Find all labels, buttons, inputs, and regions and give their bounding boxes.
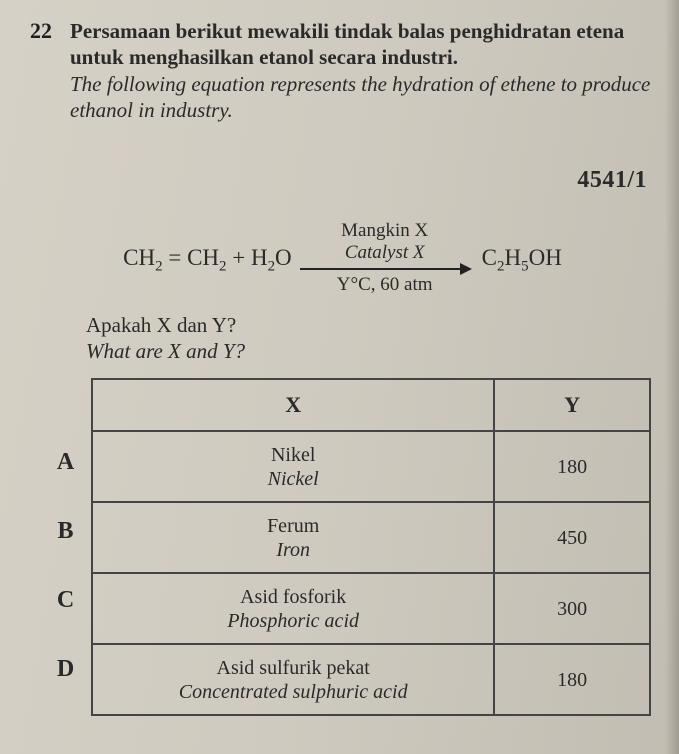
question-text-ms: Persamaan berikut mewakili tindak balas …	[70, 19, 624, 69]
exam-page: 22 Persamaan berikut mewakili tindak bal…	[0, 0, 679, 754]
cell-x-a-en: Nickel	[268, 468, 319, 490]
cell-x-c-en: Phosphoric acid	[227, 610, 359, 632]
cell-x-b-ms: Ferum	[267, 515, 319, 537]
answers-table: X Y Nikel Nickel 180 Ferum Iron	[91, 378, 651, 716]
table-row: Ferum Iron 450	[92, 502, 650, 573]
cell-x-a-ms: Nikel	[271, 444, 315, 466]
table-row: Asid sulfurik pekat Concentrated sulphur…	[92, 644, 650, 715]
cell-x-b: Ferum Iron	[92, 502, 494, 573]
equation: CH2 = CH2 + H2O Mangkin X Catalyst X Y°C…	[34, 220, 651, 296]
catalyst-label-ms: Mangkin X	[341, 220, 428, 241]
cell-x-b-en: Iron	[276, 539, 310, 561]
catalyst-label-en: Catalyst X	[345, 242, 425, 263]
table-header-row: X Y	[92, 379, 650, 431]
label-spacer	[40, 378, 91, 428]
option-label-a: A	[40, 428, 91, 497]
header-x: X	[92, 379, 494, 431]
option-label-c: C	[40, 566, 91, 635]
option-label-d: D	[40, 635, 91, 704]
subquestion-ms: Apakah X dan Y?	[86, 313, 236, 337]
arrow-label-top: Mangkin X Catalyst X	[341, 220, 428, 264]
option-label-b: B	[40, 497, 91, 566]
paper-code: 4541/1	[34, 167, 647, 194]
cell-x-c-ms: Asid fosforik	[240, 586, 346, 608]
answer-zone: A B C D X Y Nikel Nickel 180	[40, 378, 651, 716]
table-row: Nikel Nickel 180	[92, 431, 650, 502]
header-y: Y	[494, 379, 650, 431]
question-text: Persamaan berikut mewakili tindak balas …	[70, 18, 651, 123]
reaction-arrow: Mangkin X Catalyst X Y°C, 60 atm	[300, 220, 470, 296]
page-right-shadow	[665, 0, 679, 754]
cell-x-c: Asid fosforik Phosphoric acid	[92, 573, 494, 644]
cell-x-d-en: Concentrated sulphuric acid	[179, 681, 408, 703]
subquestion-en: What are X and Y?	[86, 339, 245, 363]
cell-y-d: 180	[494, 644, 650, 715]
equation-lhs: CH2 = CH2 + H2O	[123, 245, 292, 271]
cell-y-c: 300	[494, 573, 650, 644]
question-number: 22	[30, 18, 52, 44]
cell-x-d-ms: Asid sulfurik pekat	[217, 657, 370, 679]
subquestion: Apakah X dan Y? What are X and Y?	[86, 312, 651, 365]
table-row: Asid fosforik Phosphoric acid 300	[92, 573, 650, 644]
arrow-line-icon	[300, 268, 470, 270]
arrow-label-bottom: Y°C, 60 atm	[337, 274, 433, 296]
equation-rhs: C2H5OH	[482, 245, 562, 271]
option-labels-column: A B C D	[40, 378, 91, 716]
question-text-en: The following equation represents the hy…	[70, 72, 650, 122]
cell-y-a: 180	[494, 431, 650, 502]
question-block: 22 Persamaan berikut mewakili tindak bal…	[34, 18, 651, 123]
cell-y-b: 450	[494, 502, 650, 573]
cell-x-d: Asid sulfurik pekat Concentrated sulphur…	[92, 644, 494, 715]
cell-x-a: Nikel Nickel	[92, 431, 494, 502]
